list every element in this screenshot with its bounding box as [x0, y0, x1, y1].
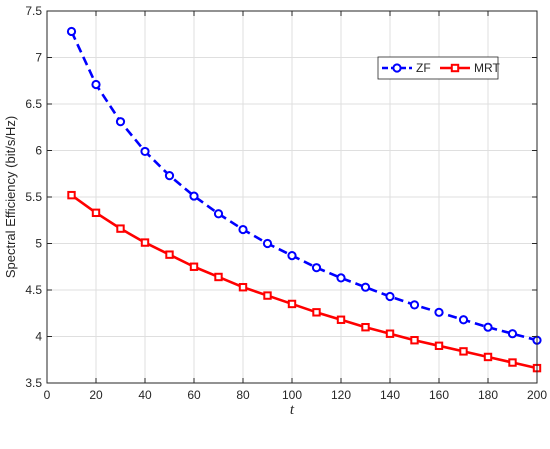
x-tick-label-5: 100 — [282, 388, 302, 402]
x-tick-label-0: 0 — [44, 388, 51, 402]
mrt-point-17 — [483, 352, 493, 362]
axis-ticks — [46, 10, 538, 384]
y-tick-label-1: 4 — [35, 330, 42, 344]
x-tick-label-10: 200 — [527, 388, 547, 402]
mrt-point-12 — [361, 323, 370, 332]
x-tick-label-4: 80 — [236, 388, 250, 402]
x-tick-label-8: 160 — [429, 388, 449, 402]
legend-zf-label: ZF — [416, 61, 431, 75]
legend-box — [377, 56, 499, 80]
mrt-point-15 — [434, 341, 444, 351]
zf-point-5 — [189, 191, 199, 201]
mrt-point-14 — [410, 336, 419, 345]
mrt-point-13 — [385, 329, 395, 338]
x-tick-label-7: 140 — [380, 388, 400, 402]
x-tick-label-2: 40 — [138, 388, 152, 402]
y-tick-label-2: 4.5 — [25, 283, 42, 297]
mrt-point-16 — [459, 347, 468, 356]
mrt-point-8 — [263, 291, 272, 300]
mrt-point-4 — [165, 250, 174, 259]
legend-mrt-label: MRT — [474, 61, 500, 75]
mrt-point-2 — [116, 224, 125, 233]
mrt-point-9 — [287, 299, 297, 309]
zf-point-15 — [434, 307, 444, 317]
legend-mrt-marker — [450, 63, 460, 73]
x-tick-label-9: 180 — [478, 388, 498, 402]
zf-point-2 — [115, 117, 126, 127]
x-tick-label-3: 60 — [187, 388, 201, 402]
y-axis-label: Spectral Efficiency (bit/s/Hz) — [3, 116, 18, 278]
zf-point-6 — [213, 209, 224, 219]
zf-point-10 — [311, 263, 322, 273]
y-tick-label-3: 5 — [35, 237, 42, 251]
x-tick-label-1: 20 — [89, 388, 103, 402]
y-tick-label-5: 6 — [35, 144, 42, 158]
zf-point-12 — [360, 282, 371, 292]
y-tick-label-8: 7.5 — [25, 4, 42, 18]
mrt-point-5 — [189, 262, 199, 271]
zf-point-14 — [409, 300, 420, 310]
mrt-point-11 — [336, 315, 346, 324]
zf-point-3 — [140, 146, 150, 157]
zf-line — [70, 30, 538, 342]
zf-point-7 — [238, 224, 248, 235]
mrt-point-7 — [238, 283, 248, 292]
zf-point-11 — [336, 273, 346, 283]
mrt-point-6 — [214, 272, 223, 282]
mrt-point-3 — [140, 238, 150, 247]
y-tick-label-4: 5.5 — [25, 190, 42, 204]
zf-point-1 — [91, 79, 101, 90]
y-tick-label-6: 6.5 — [25, 97, 42, 111]
zf-point-0 — [66, 26, 77, 37]
zf-point-17 — [483, 322, 493, 332]
zf-point-16 — [458, 315, 469, 325]
zf-point-8 — [262, 238, 273, 249]
y-tick-label-0: 3.5 — [25, 376, 42, 390]
x-tick-label-6: 120 — [331, 388, 351, 402]
y-tick-labels: 3.5 4 4.5 5 5.5 6 6.5 7 7.5 — [25, 4, 42, 390]
y-tick-label-7: 7 — [35, 51, 42, 65]
legend: ZF MRT — [377, 56, 500, 80]
series-layer — [66, 26, 542, 373]
mrt-point-1 — [91, 208, 101, 218]
mrt-point-10 — [312, 308, 321, 317]
mrt-point-18 — [508, 358, 517, 367]
mrt-point-0 — [67, 190, 76, 200]
zf-point-4 — [164, 171, 175, 181]
zf-point-9 — [287, 250, 297, 261]
x-tick-labels: 0 20 40 60 80 100 120 140 160 180 200 — [44, 388, 548, 402]
zf-point-13 — [385, 291, 395, 302]
zf-point-18 — [507, 329, 518, 339]
x-axis-label: t — [290, 402, 295, 418]
legend-zf-marker — [392, 63, 402, 73]
